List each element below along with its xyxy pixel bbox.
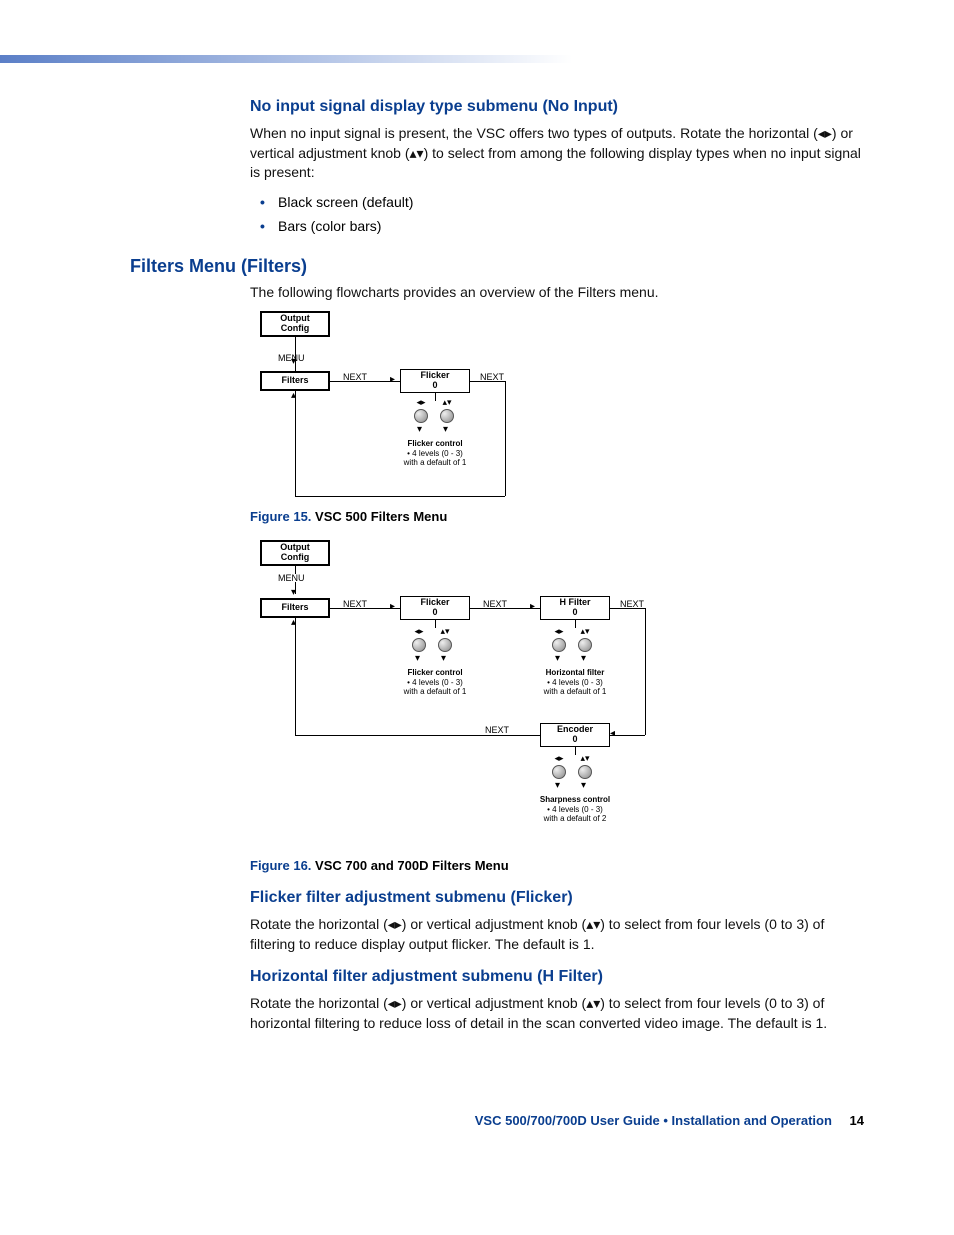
- arrow-down-icon: ▾: [291, 588, 296, 598]
- arrow-right-icon: ▸: [390, 375, 395, 385]
- header-gradient-bar: [0, 55, 954, 63]
- flow-box-output-config: OutputConfig: [260, 540, 330, 566]
- flow-desc-encoder: Sharpness control • 4 levels (0 - 3) wit…: [530, 795, 620, 824]
- arrow-down-icon: ▾: [555, 781, 560, 791]
- knob-icon: [578, 638, 592, 652]
- no-input-list: Black screen (default) Bars (color bars): [260, 191, 864, 239]
- flow-label-next: NEXT: [483, 599, 507, 609]
- flow-label-next: NEXT: [343, 599, 367, 609]
- arrow-down-icon: ▾: [415, 654, 420, 664]
- flow-box-flicker: Flicker0: [400, 369, 470, 393]
- heading-hfilter-submenu: Horizontal filter adjustment submenu (H …: [250, 968, 864, 986]
- arrow-down-icon: ▾: [443, 425, 448, 435]
- arrow-right-icon: ▸: [390, 602, 395, 612]
- list-item: Bars (color bars): [260, 215, 864, 239]
- list-item: Black screen (default): [260, 191, 864, 215]
- knob-icon: [412, 638, 426, 652]
- arrow-down-icon: ▾: [417, 425, 422, 435]
- footer-section: Installation and Operation: [672, 1113, 832, 1128]
- para-flicker-submenu: Rotate the horizontal (◂▸) or vertical a…: [250, 915, 864, 954]
- heading-no-input: No input signal display type submenu (No…: [250, 98, 864, 116]
- flow-line: [575, 620, 576, 628]
- flow-line: [435, 620, 436, 628]
- arrow-up-icon: ▴: [291, 618, 296, 628]
- figure-16-caption: Figure 16. VSC 700 and 700D Filters Menu: [250, 858, 864, 873]
- flow-line: [435, 393, 436, 401]
- footer-separator: •: [663, 1113, 671, 1128]
- para-filters-intro: The following flowcharts provides an ove…: [250, 283, 864, 303]
- knob-icon: [552, 765, 566, 779]
- knob-arrows-vertical-icon: ▴▾: [578, 626, 592, 637]
- flow-label-next: NEXT: [343, 372, 367, 382]
- arrow-up-icon: ▴: [291, 391, 296, 401]
- flow-box-flicker: Flicker0: [400, 596, 470, 620]
- flow-label-menu: MENU: [278, 573, 305, 583]
- flow-line: [295, 391, 296, 496]
- flow-line: [295, 618, 296, 735]
- knob-arrows-horizontal-icon: ◂▸: [552, 626, 566, 637]
- knob-icon: [578, 765, 592, 779]
- page-content: No input signal display type submenu (No…: [0, 98, 954, 1033]
- knob-icon: [414, 409, 428, 423]
- para-no-input: When no input signal is present, the VSC…: [250, 124, 864, 183]
- flow-box-hfilter: H Filter0: [540, 596, 610, 620]
- arrow-down-icon: ▾: [581, 781, 586, 791]
- flow-label-next: NEXT: [480, 372, 504, 382]
- arrow-right-icon: ▸: [530, 602, 535, 612]
- flow-label-next: NEXT: [485, 725, 509, 735]
- flow-line: [645, 608, 646, 735]
- arrow-left-icon: ◂: [610, 729, 615, 739]
- flow-box-filters: Filters: [260, 371, 330, 391]
- footer-doc-title: VSC 500/700/700D User Guide: [475, 1113, 660, 1128]
- heading-flicker-submenu: Flicker filter adjustment submenu (Flick…: [250, 889, 864, 907]
- flow-label-next: NEXT: [620, 599, 644, 609]
- flow-box-output-config: OutputConfig: [260, 311, 330, 337]
- flow-line: [505, 381, 506, 496]
- figure-15-caption: Figure 15. VSC 500 Filters Menu: [250, 509, 864, 524]
- knob-arrows-horizontal-icon: ◂▸: [414, 397, 428, 408]
- knob-icon: [552, 638, 566, 652]
- knob-arrows-horizontal-icon: ◂▸: [412, 626, 426, 637]
- flow-box-filters: Filters: [260, 598, 330, 618]
- arrow-down-icon: ▾: [441, 654, 446, 664]
- flow-desc-flicker: Flicker control • 4 levels (0 - 3) with …: [390, 668, 480, 697]
- flow-line: [295, 496, 505, 497]
- flow-line: [295, 357, 296, 371]
- flow-line: [610, 735, 645, 736]
- arrow-down-icon: ▾: [581, 654, 586, 664]
- para-hfilter-submenu: Rotate the horizontal (◂▸) or vertical a…: [250, 994, 864, 1033]
- knob-arrows-horizontal-icon: ◂▸: [552, 753, 566, 764]
- knob-icon: [438, 638, 452, 652]
- flowchart-vsc700: OutputConfig MENU ▾ Filters NEXT ▸ Flick…: [250, 540, 770, 850]
- knob-arrows-vertical-icon: ▴▾: [438, 626, 452, 637]
- knob-arrows-vertical-icon: ▴▾: [440, 397, 454, 408]
- footer-page-number: 14: [850, 1113, 864, 1128]
- flow-box-encoder: Encoder0: [540, 723, 610, 747]
- flow-desc-hfilter: Horizontal filter • 4 levels (0 - 3) wit…: [530, 668, 620, 697]
- heading-filters-menu: Filters Menu (Filters): [130, 256, 864, 277]
- flow-desc-flicker: Flicker control • 4 levels (0 - 3) with …: [390, 439, 480, 468]
- page-footer: VSC 500/700/700D User Guide • Installati…: [0, 1113, 954, 1128]
- arrow-down-icon: ▾: [555, 654, 560, 664]
- knob-arrows-vertical-icon: ▴▾: [578, 753, 592, 764]
- flow-line: [575, 747, 576, 755]
- knob-icon: [440, 409, 454, 423]
- flowchart-vsc500: OutputConfig MENU ▾ Filters NEXT ▸ Flick…: [250, 311, 630, 501]
- flow-line: [295, 735, 540, 736]
